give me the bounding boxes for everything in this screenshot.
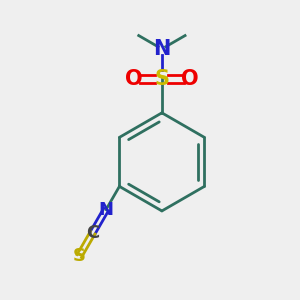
Text: C: C	[86, 224, 99, 242]
Text: S: S	[154, 69, 169, 89]
Text: N: N	[98, 201, 113, 219]
Text: N: N	[153, 39, 171, 59]
Text: O: O	[125, 69, 142, 89]
Text: S: S	[73, 247, 86, 265]
Text: O: O	[181, 69, 199, 89]
